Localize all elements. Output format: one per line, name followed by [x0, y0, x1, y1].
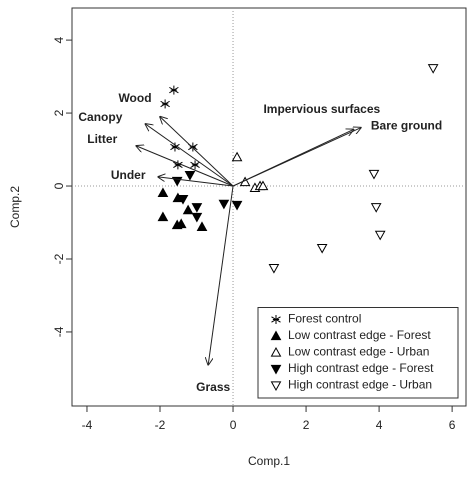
point [173, 160, 183, 170]
point [196, 221, 208, 231]
legend-label: High contrast edge - Urban [288, 378, 432, 392]
x-tick-label: -2 [155, 418, 166, 432]
y-tick-label: -2 [52, 253, 66, 264]
loading-vector [232, 129, 354, 187]
vector-label: Bare ground [371, 119, 442, 133]
x-tick-label: 6 [449, 418, 456, 432]
point [271, 315, 281, 324]
point [270, 381, 282, 392]
point [316, 243, 328, 254]
point [257, 180, 269, 191]
vector-label: Under [111, 168, 146, 182]
vector-label: Canopy [78, 110, 122, 124]
loading-vector [145, 124, 234, 187]
plot-frame [71, 7, 467, 407]
point [182, 204, 194, 215]
point [218, 199, 230, 210]
point [191, 203, 203, 213]
vector-label: Litter [87, 132, 117, 146]
loading-vector [136, 146, 234, 187]
x-tick-label: 0 [230, 418, 237, 432]
point [270, 364, 282, 375]
legend-label: Low contrast edge - Urban [288, 345, 429, 359]
vector-label: Impervious surfaces [263, 102, 380, 116]
point [268, 264, 280, 274]
loading-vector [158, 177, 234, 187]
point [169, 85, 179, 95]
point [175, 218, 187, 229]
legend-box [257, 307, 459, 399]
y-tick-label: 2 [52, 109, 66, 116]
loading-vector [208, 185, 234, 365]
point [231, 151, 243, 162]
point [427, 64, 439, 74]
point [191, 212, 203, 223]
point [374, 230, 386, 241]
legend: Forest control Low contrast edge - Forest… [257, 307, 459, 399]
x-axis-label: Comp.1 [248, 454, 290, 468]
point [157, 187, 169, 198]
x-tick-label: 4 [376, 418, 383, 432]
point [177, 195, 189, 205]
point [370, 203, 382, 213]
y-tick-label: 0 [52, 182, 66, 189]
loading-vector [160, 117, 234, 187]
y-tick-label: -4 [52, 326, 66, 337]
vector-label: Wood [118, 91, 151, 105]
y-tick-label: 4 [52, 36, 66, 43]
x-tick-label: -4 [82, 418, 93, 432]
x-tick-label: 2 [303, 418, 310, 432]
vector-label: Grass [196, 380, 230, 394]
point [184, 170, 196, 181]
point [188, 142, 198, 152]
y-axis-label: Comp.2 [8, 186, 22, 228]
point [231, 200, 243, 211]
point [368, 169, 380, 180]
point [160, 99, 170, 109]
legend-label: Low contrast edge - Forest [288, 328, 431, 342]
legend-label: High contrast edge - Forest [288, 361, 434, 375]
legend-label: Forest control [288, 312, 361, 326]
point [270, 330, 282, 341]
point [157, 211, 169, 222]
point [190, 160, 200, 170]
point [270, 346, 282, 357]
